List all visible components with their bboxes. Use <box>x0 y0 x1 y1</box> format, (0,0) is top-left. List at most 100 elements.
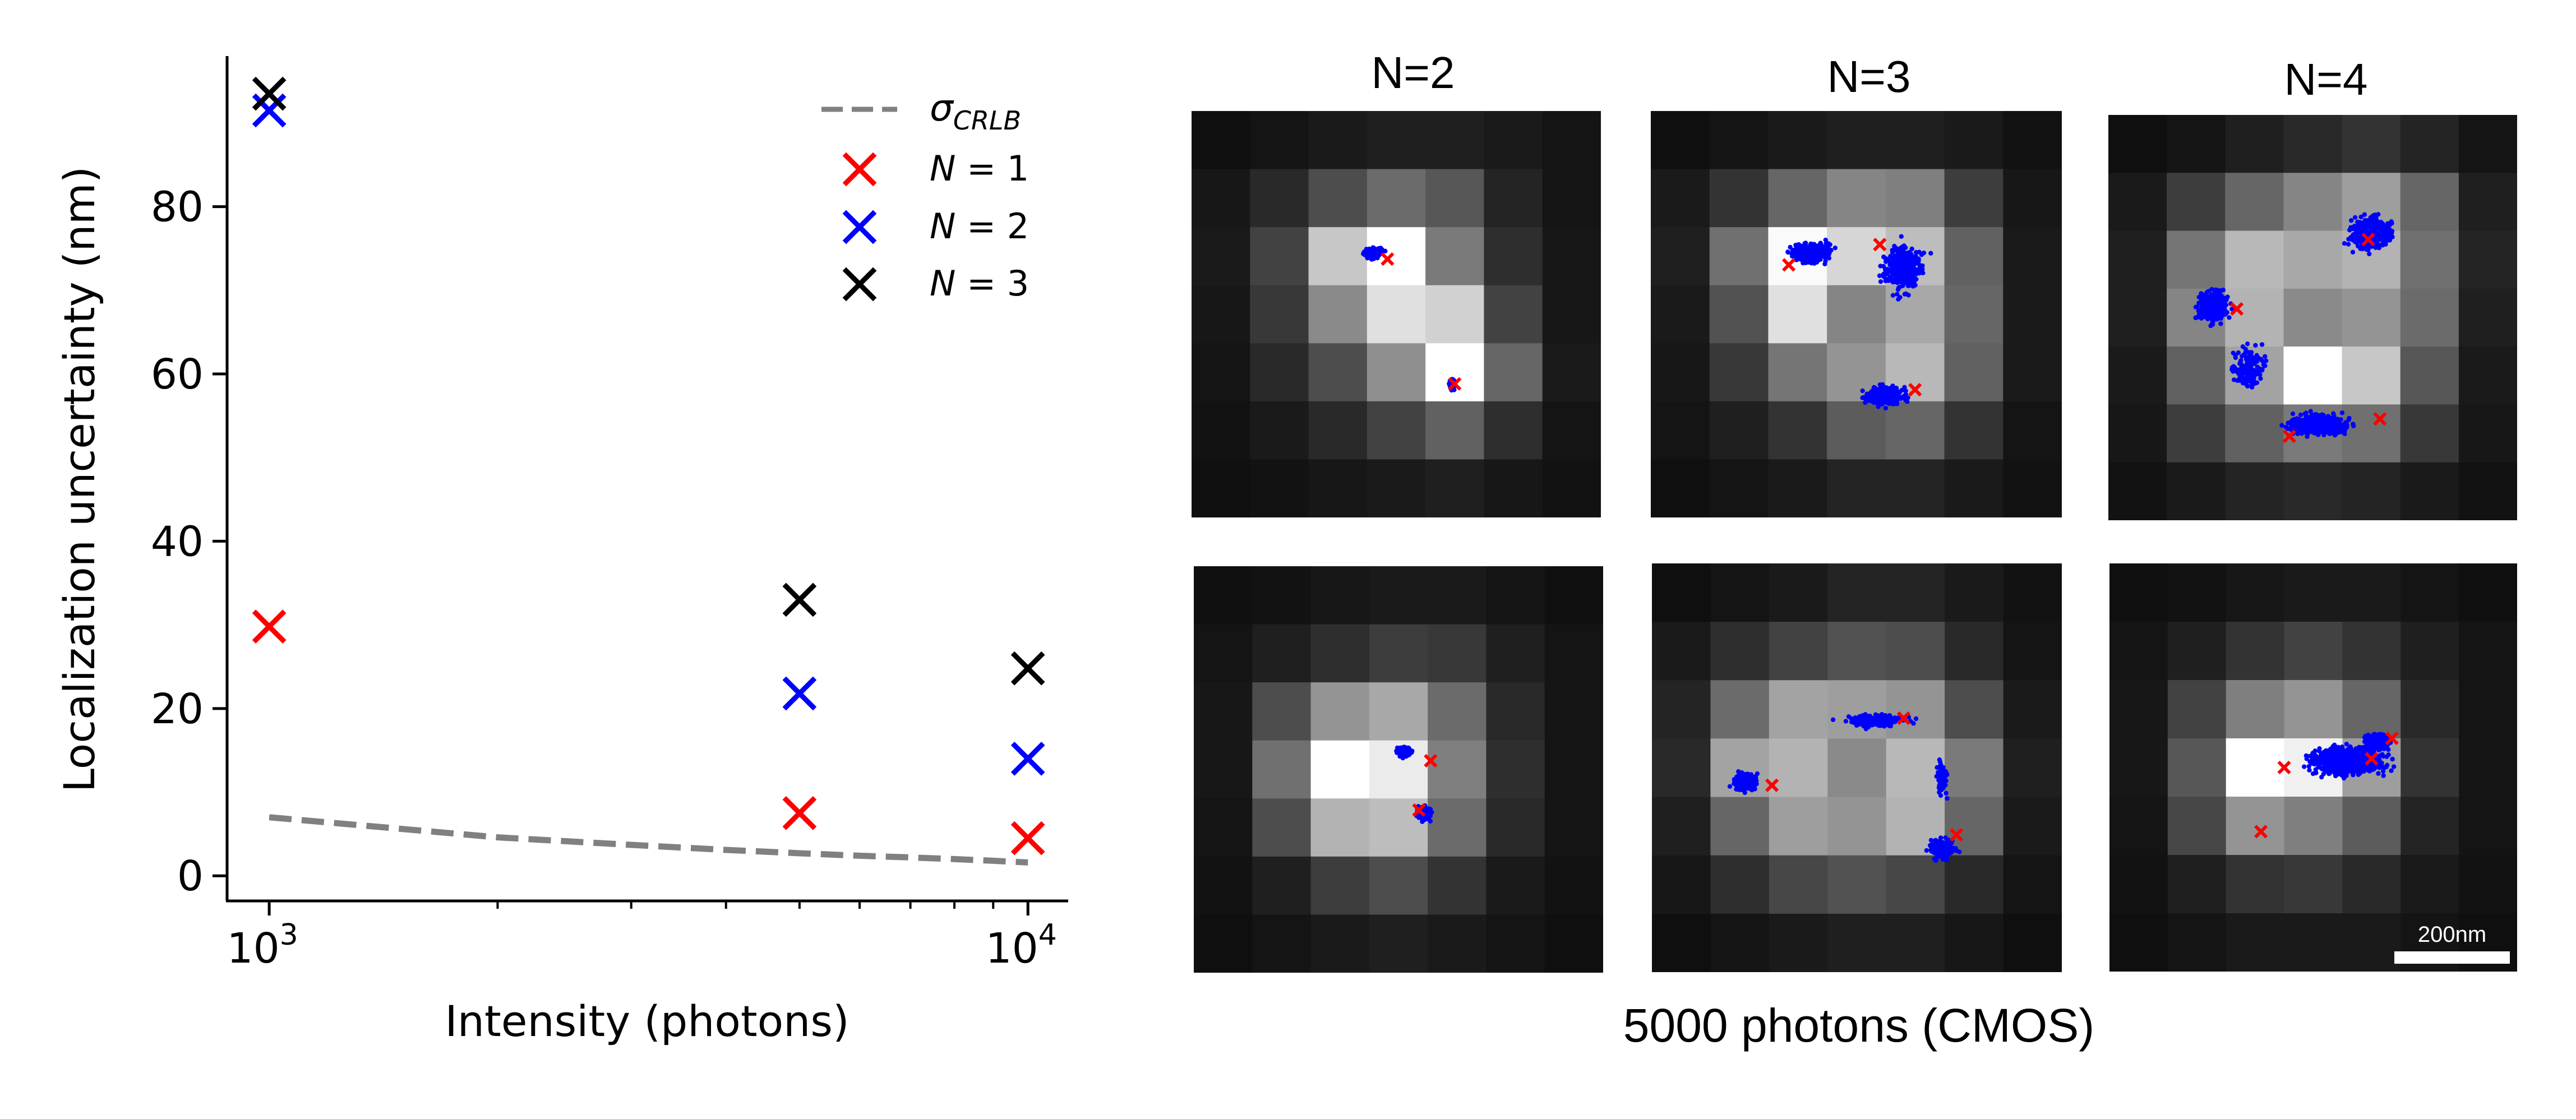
localization-cluster <box>2301 742 2397 781</box>
column-title-n4: N=4 <box>2284 54 2368 104</box>
heatmap-cell <box>1310 682 1370 741</box>
heatmap-cell <box>2108 346 2168 405</box>
legend-entry-n2: N = 2 <box>842 206 1029 247</box>
heatmap-cell <box>2283 115 2343 174</box>
heatmap-cell <box>1194 624 1253 683</box>
heatmap-cell <box>2400 404 2459 463</box>
heatmap-cell <box>1428 566 1487 625</box>
heatmap-cell <box>2342 622 2402 681</box>
heatmap-cell <box>1308 401 1368 460</box>
heatmap-cell <box>1827 459 1886 517</box>
localization-cluster <box>1394 745 1415 761</box>
heatmap-cell <box>1192 343 1251 402</box>
heatmap-cell <box>1827 855 1887 914</box>
heatmap-cell <box>1425 459 1485 517</box>
heatmap-cell <box>2400 797 2460 856</box>
heatmap-cell <box>1425 285 1485 344</box>
panel-content <box>1652 563 2062 972</box>
legend-marker-n2 <box>842 210 877 244</box>
heatmap-cell <box>1367 401 1427 460</box>
heatmap-cell <box>1308 227 1368 286</box>
heatmap-cell <box>1484 343 1543 402</box>
heatmap-cell <box>1250 111 1309 170</box>
true-position-marker <box>1765 778 1779 792</box>
heatmap-cell <box>1652 680 1711 739</box>
heatmap-cell <box>1250 401 1309 460</box>
heatmap-cell <box>1252 624 1312 683</box>
heatmap-cell <box>1310 798 1370 857</box>
heatmap-cell <box>2109 855 2168 914</box>
heatmap-cell <box>1252 740 1312 799</box>
heatmap-cell <box>1945 738 2004 798</box>
heatmap-cell <box>2283 288 2343 348</box>
heatmap-cell <box>2167 115 2226 174</box>
heatmap-cell <box>2167 462 2226 520</box>
heatmap-cell <box>2400 346 2459 405</box>
heatmap-cell <box>1484 169 1543 228</box>
heatmap-cell <box>2458 404 2517 463</box>
heatmap-cell <box>2225 404 2284 463</box>
data-point-n2 <box>782 676 817 711</box>
localization-cluster <box>1877 234 1933 302</box>
true-position-marker <box>1873 238 1887 252</box>
heatmap-cell <box>2108 115 2168 174</box>
heatmap-cell <box>2458 115 2517 174</box>
heatmap-cell <box>1308 459 1368 517</box>
heatmap-cell <box>1652 738 1711 798</box>
x-axis-label: Intensity (photons) <box>445 996 849 1046</box>
heatmap-cell <box>1945 563 2004 623</box>
heatmap-cell <box>2342 462 2401 520</box>
heatmap-cell <box>1542 459 1601 517</box>
heatmap-cell <box>2108 404 2168 463</box>
legend-marker-n1 <box>842 152 877 187</box>
heatmap-cell <box>2226 680 2285 739</box>
heatmap-cell <box>2225 462 2284 520</box>
heatmap-cell <box>1827 680 1887 739</box>
true-position-marker <box>2277 760 2291 775</box>
heatmap-cell <box>1945 622 2004 681</box>
heatmap-cell <box>1425 401 1485 460</box>
heatmap-cell <box>2283 173 2343 232</box>
heatmap-cell <box>1944 227 2004 286</box>
heatmap-cell <box>1310 856 1370 915</box>
heatmap-cell <box>1484 227 1543 286</box>
heatmap-cell <box>2109 738 2168 797</box>
heatmap-cell <box>2167 738 2227 797</box>
heatmap-cell <box>1885 459 1945 517</box>
heatmap-cell <box>1486 682 1545 741</box>
heatmap-cell <box>1709 111 1769 170</box>
heatmap-cell <box>1192 111 1251 170</box>
heatmap-cell <box>1768 285 1828 344</box>
heatmap-cell <box>2342 855 2402 914</box>
y-tick-label: 40 <box>151 517 204 566</box>
localization-cluster <box>1934 757 1950 801</box>
heatmap-cell <box>1252 914 1312 973</box>
heatmap-cell <box>1486 798 1545 857</box>
legend: σCRLB N = 1 N = 2 N = 3 <box>821 86 1029 304</box>
heatmap-cell <box>1369 856 1429 915</box>
heatmap-cell <box>1827 227 1886 286</box>
heatmap-cell <box>2342 563 2402 622</box>
heatmap-cell <box>1542 169 1601 228</box>
heatmap-cell <box>1194 856 1253 915</box>
heatmap-cell <box>1542 227 1601 286</box>
heatmap-cell <box>2459 563 2517 622</box>
heatmap-cell <box>2400 288 2459 348</box>
heatmap-cell <box>1768 111 1828 170</box>
heatmap-cell <box>2167 404 2226 463</box>
heatmap-cell <box>2167 563 2227 622</box>
heatmap-cell <box>1194 682 1253 741</box>
heatmap-cell <box>2003 797 2062 856</box>
heatmap-cell <box>1310 740 1370 799</box>
x-axis-ticks: 103 104 <box>227 901 1057 973</box>
heatmap-cell <box>2003 738 2062 798</box>
heatmap-cell <box>1544 798 1603 857</box>
heatmap-cell <box>2108 288 2168 348</box>
heatmap-cell <box>1486 624 1545 683</box>
heatmap-cell <box>2459 738 2517 797</box>
heatmap-cell <box>2167 173 2226 232</box>
true-position-marker <box>2365 752 2379 766</box>
heatmap-cell <box>1768 459 1828 517</box>
heatmap-cell <box>2109 797 2168 856</box>
heatmap-cell <box>2003 563 2062 623</box>
